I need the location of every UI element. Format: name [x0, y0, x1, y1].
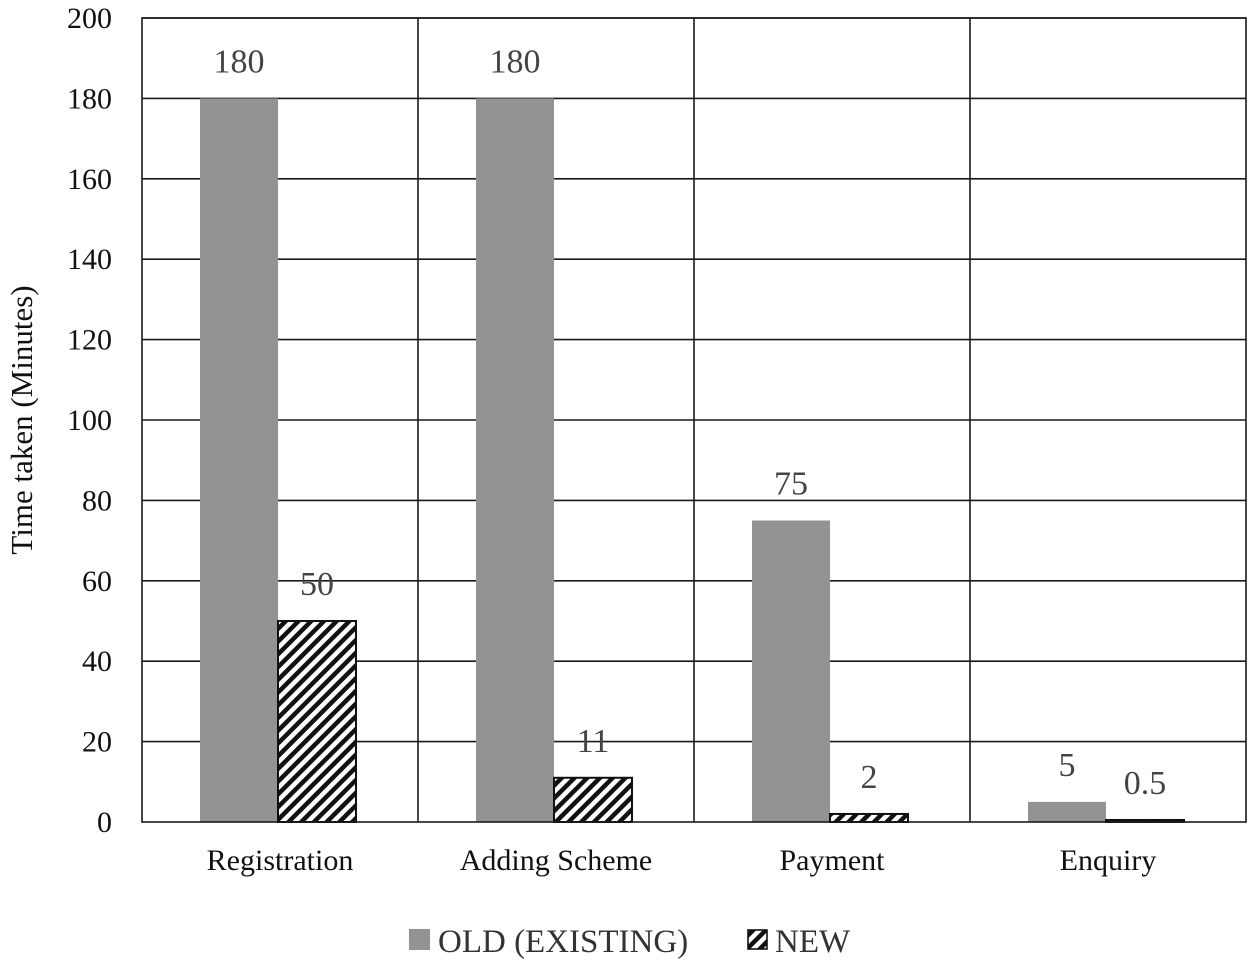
y-tick-label: 60 — [82, 565, 112, 598]
y-tick-label: 20 — [82, 726, 112, 759]
data-label: 180 — [490, 43, 541, 80]
bar-old-registration — [200, 98, 278, 822]
bars — [200, 98, 1185, 824]
bar-new-payment — [829, 812, 909, 824]
y-tick-label: 140 — [67, 243, 112, 276]
y-tick-label: 200 — [67, 2, 112, 35]
legend-swatch-old — [409, 929, 430, 950]
plot-border — [141, 17, 1247, 823]
legend: OLD (EXISTING) NEW — [409, 924, 851, 960]
y-axis-title: Time taken (Minutes) — [4, 285, 39, 554]
y-tick-label: 120 — [67, 324, 112, 357]
bar-new-registration — [277, 620, 357, 823]
bar-old-payment — [752, 520, 830, 822]
x-category-label: Enquiry — [1060, 844, 1157, 877]
data-label: 180 — [214, 43, 265, 80]
y-tick-label: 160 — [67, 163, 112, 196]
bar-old-adding-scheme — [476, 98, 554, 822]
data-labels: 180 180 75 5 50 11 2 0.5 — [214, 43, 1167, 802]
y-tick-label: 40 — [82, 645, 112, 678]
y-tick-label: 0 — [97, 806, 112, 839]
data-label: 11 — [577, 723, 610, 760]
y-tick-label: 100 — [67, 404, 112, 437]
data-label: 5 — [1059, 747, 1076, 784]
legend-swatch-new — [747, 929, 768, 950]
y-tick-label: 80 — [82, 484, 112, 517]
data-label: 75 — [774, 466, 808, 503]
bar-new-adding-scheme — [553, 776, 633, 824]
legend-label-old: OLD (EXISTING) — [438, 924, 688, 960]
x-category-label: Adding Scheme — [460, 844, 652, 877]
x-category-label: Payment — [780, 844, 886, 877]
legend-label-new: NEW — [775, 924, 851, 960]
plot-frame — [141, 17, 1247, 823]
x-category-labels: Registration Adding Scheme Payment Enquiry — [207, 844, 1157, 877]
data-label: 50 — [300, 566, 334, 603]
data-label: 2 — [861, 759, 878, 796]
y-tick-label: 180 — [67, 82, 112, 115]
bar-old-enquiry — [1028, 801, 1106, 822]
data-label: 0.5 — [1124, 765, 1167, 802]
y-tick-labels: 0 20 40 60 80 100 120 140 160 180 200 — [67, 2, 112, 839]
x-category-label: Registration — [207, 844, 354, 877]
